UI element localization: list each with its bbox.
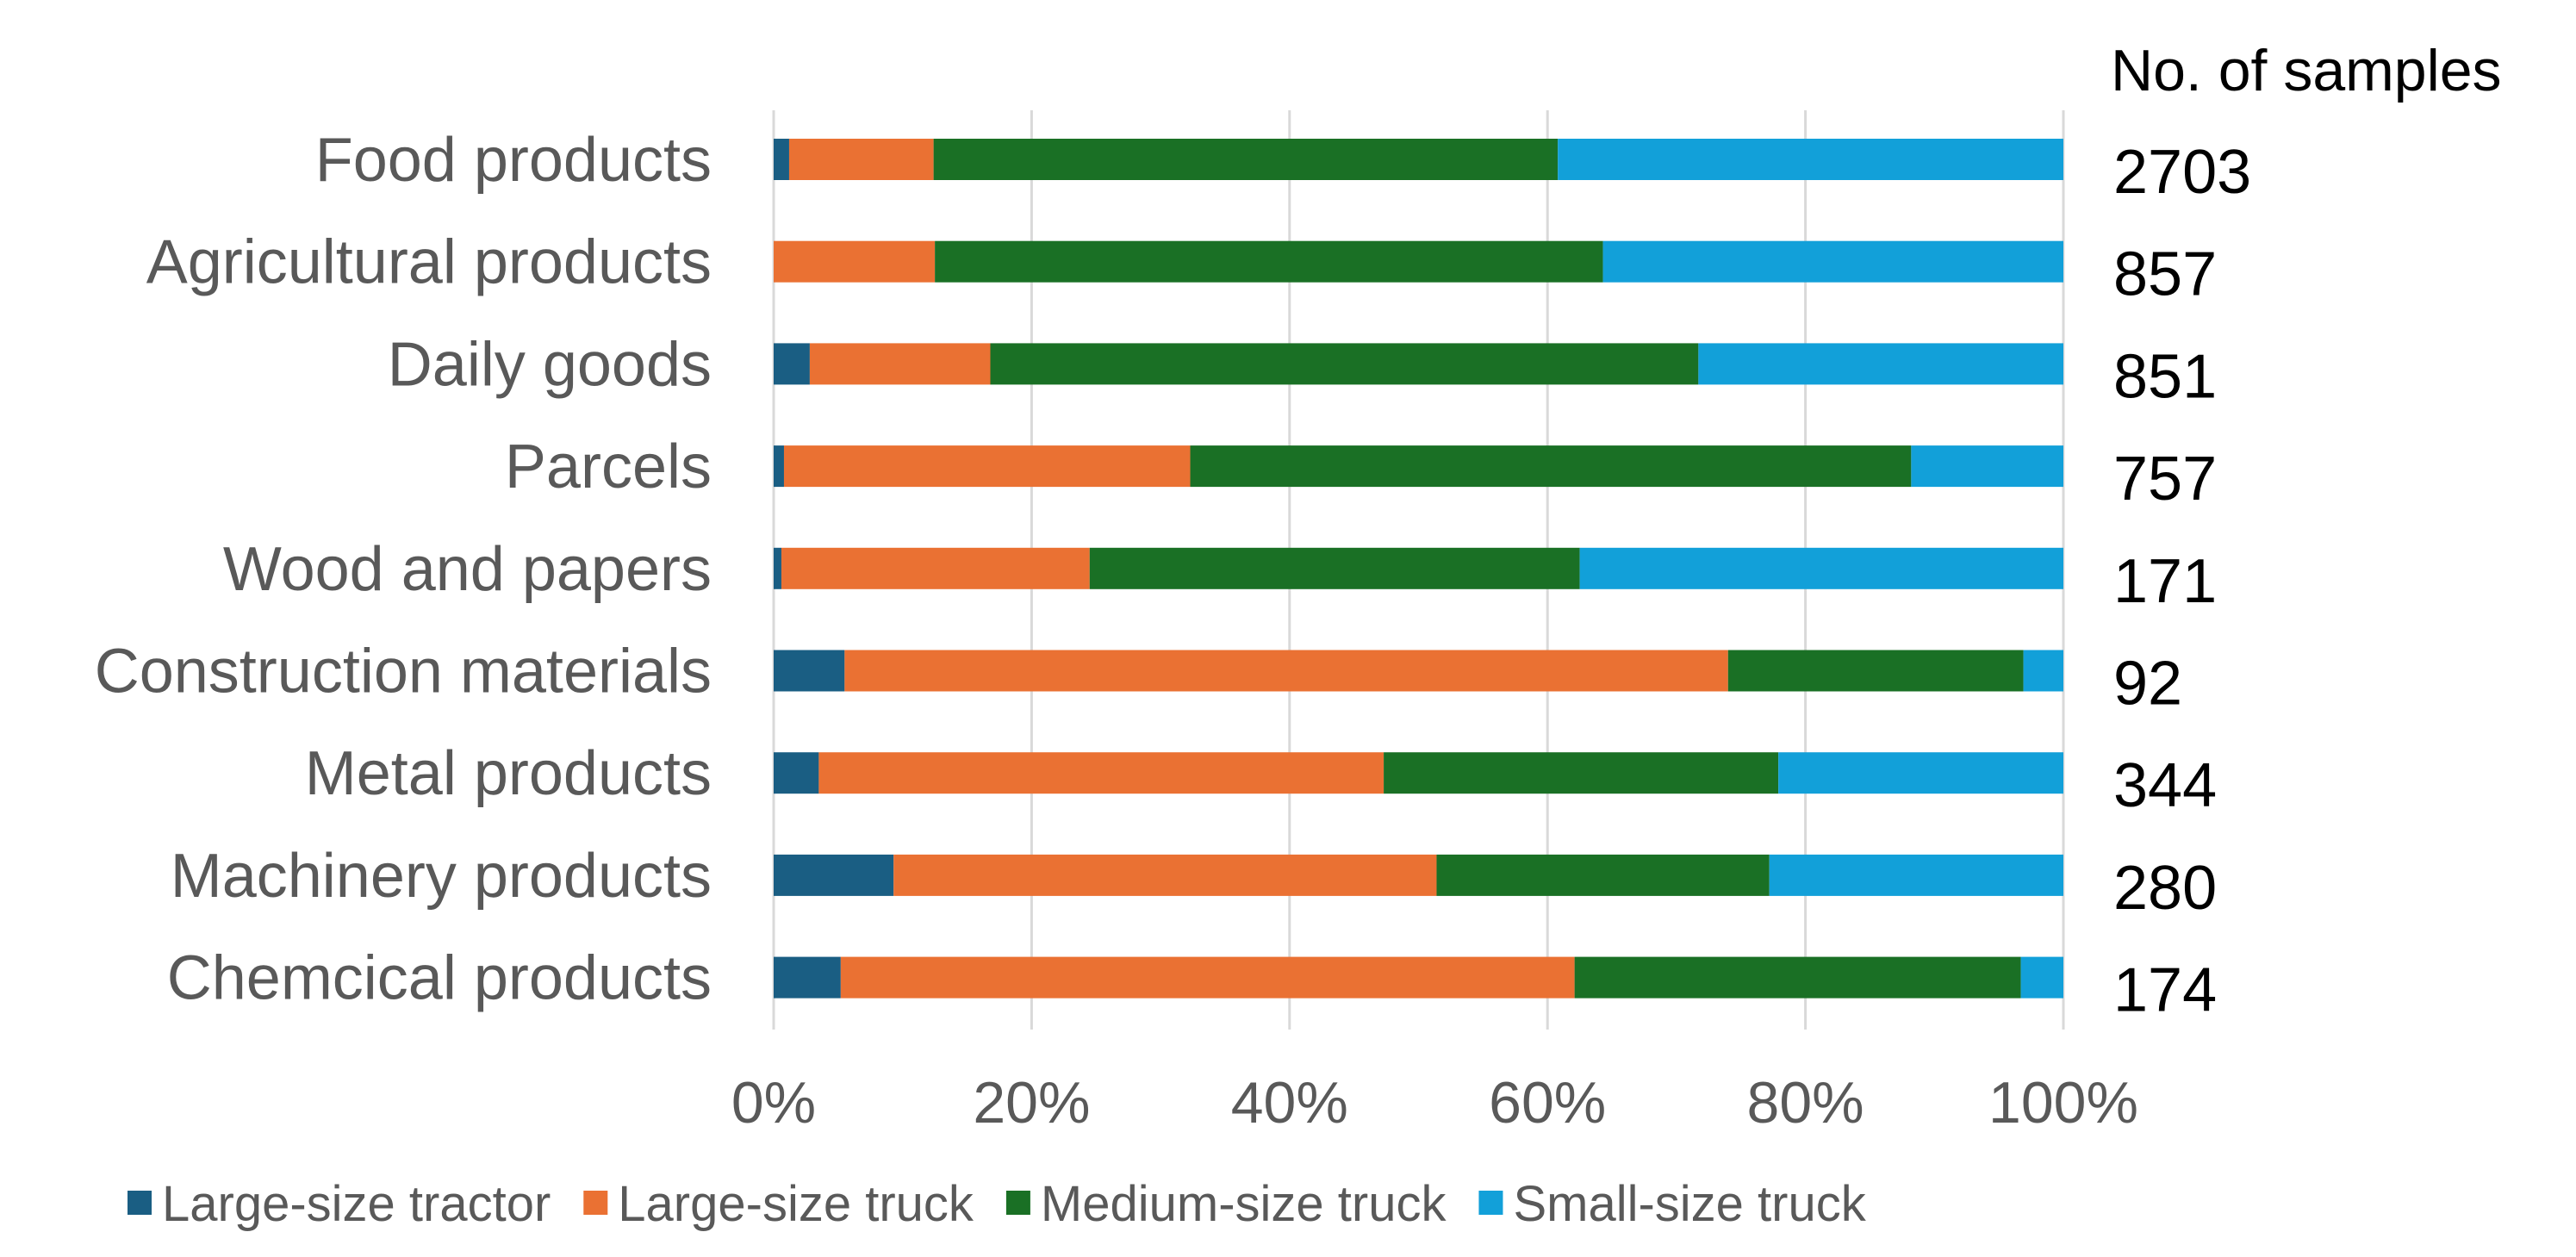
sample-count: 171 — [2113, 547, 2217, 616]
category-label: Metal products — [305, 739, 712, 808]
category-label: Wood and papers — [223, 535, 712, 604]
bar-chemcical-products-medium-size-truck — [1574, 956, 2021, 999]
legend-swatch-large-size-tractor — [128, 1191, 152, 1215]
sample-count: 92 — [2113, 650, 2182, 719]
bar-daily-goods-large-size-truck — [809, 343, 991, 385]
bar-agricultural-products-large-size-truck — [774, 240, 936, 283]
bar-chemcical-products-large-size-truck — [840, 956, 1575, 999]
legend-label-large-size-tractor: Large-size tractor — [162, 1176, 551, 1232]
sample-count: 174 — [2113, 956, 2217, 1025]
category-label: Food products — [315, 126, 712, 195]
bar-metal-products-medium-size-truck — [1384, 752, 1779, 794]
x-tick-label: 40% — [1231, 1070, 1348, 1136]
sample-count: 757 — [2113, 445, 2217, 513]
bars — [774, 139, 2063, 999]
legend-swatch-medium-size-truck — [1005, 1191, 1030, 1215]
bar-wood-and-papers-medium-size-truck — [1089, 547, 1580, 589]
bar-metal-products-large-size-tractor — [774, 752, 819, 794]
bar-parcels-medium-size-truck — [1190, 445, 1912, 488]
bar-metal-products-large-size-truck — [818, 752, 1384, 794]
sample-counts: 2703 857 851 757 171 92 344 280 174 — [2113, 138, 2251, 1025]
x-tick-label: 100% — [1988, 1070, 2138, 1136]
legend-label-small-size-truck: Small-size truck — [1513, 1176, 1866, 1232]
bar-chemcical-products-small-size-truck — [2020, 956, 2063, 999]
bar-food-products-small-size-truck — [1558, 139, 2063, 180]
x-tick-label: 80% — [1747, 1070, 1864, 1136]
legend-label-medium-size-truck: Medium-size truck — [1041, 1176, 1447, 1232]
bar-food-products-large-size-tractor — [774, 139, 789, 180]
legend-swatch-small-size-truck — [1478, 1191, 1503, 1215]
sample-count: 857 — [2113, 240, 2217, 309]
bar-construction-materials-medium-size-truck — [1727, 650, 2024, 692]
legend: Large-size tractor Large-size truck Medium… — [128, 1176, 1867, 1232]
bar-construction-materials-large-size-tractor — [774, 650, 845, 692]
sample-count: 280 — [2113, 854, 2217, 923]
bar-construction-materials-small-size-truck — [2023, 650, 2063, 692]
bar-agricultural-products-medium-size-truck — [935, 240, 1603, 283]
bar-parcels-large-size-truck — [783, 445, 1191, 488]
legend-label-large-size-truck: Large-size truck — [618, 1176, 974, 1232]
bar-wood-and-papers-large-size-tractor — [774, 547, 781, 589]
bar-machinery-products-large-size-truck — [893, 854, 1437, 896]
category-label: Parcels — [505, 432, 712, 501]
bar-daily-goods-small-size-truck — [1698, 343, 2063, 385]
category-label: Agricultural products — [146, 228, 712, 297]
bar-food-products-medium-size-truck — [933, 139, 1559, 180]
bar-machinery-products-small-size-truck — [1769, 854, 2063, 896]
bar-machinery-products-medium-size-truck — [1436, 854, 1770, 896]
bar-parcels-large-size-tractor — [774, 445, 784, 488]
sample-count: 344 — [2113, 751, 2217, 820]
x-tick-label: 20% — [973, 1070, 1090, 1136]
category-labels: Food products Agricultural products Daily … — [95, 126, 712, 1013]
bar-wood-and-papers-large-size-truck — [781, 547, 1090, 589]
legend-swatch-large-size-truck — [583, 1191, 608, 1215]
sample-count-header: No. of samples — [2111, 38, 2502, 103]
bar-wood-and-papers-small-size-truck — [1579, 547, 2063, 589]
x-tick-label: 60% — [1489, 1070, 1606, 1136]
category-label: Daily goods — [388, 330, 712, 399]
bar-chemcical-products-large-size-tractor — [774, 956, 841, 999]
sample-count: 851 — [2113, 342, 2217, 411]
bar-daily-goods-medium-size-truck — [990, 343, 1699, 385]
bar-construction-materials-large-size-truck — [844, 650, 1728, 692]
bar-daily-goods-large-size-tractor — [774, 343, 810, 385]
x-axis-ticks: 0% 20% 40% 60% 80% 100% — [731, 1070, 2138, 1136]
bar-food-products-large-size-truck — [788, 139, 934, 180]
bar-agricultural-products-small-size-truck — [1602, 240, 2063, 283]
x-tick-label: 0% — [731, 1070, 816, 1136]
bar-machinery-products-large-size-tractor — [774, 854, 894, 896]
bar-parcels-small-size-truck — [1911, 445, 2063, 488]
bar-metal-products-small-size-truck — [1778, 752, 2063, 794]
category-label: Construction materials — [95, 638, 712, 706]
category-label: Machinery products — [171, 842, 712, 911]
category-label: Chemcical products — [167, 944, 712, 1013]
sample-count: 2703 — [2113, 138, 2251, 207]
